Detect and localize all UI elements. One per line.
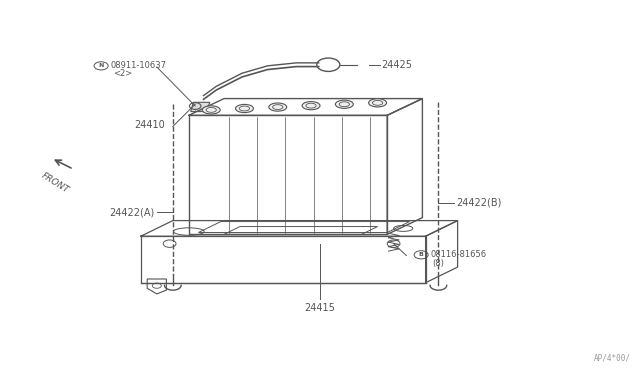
- Text: <2>: <2>: [113, 69, 132, 78]
- Text: 08116-81656: 08116-81656: [431, 250, 487, 259]
- Text: 24422(B): 24422(B): [456, 198, 502, 208]
- Ellipse shape: [335, 100, 353, 108]
- Text: 08911-10637: 08911-10637: [111, 61, 167, 70]
- Ellipse shape: [236, 105, 253, 113]
- Text: 24422(A): 24422(A): [109, 207, 155, 217]
- Polygon shape: [191, 102, 210, 112]
- Ellipse shape: [302, 102, 320, 110]
- Ellipse shape: [269, 103, 287, 111]
- Text: (8): (8): [433, 259, 445, 268]
- Ellipse shape: [202, 106, 220, 114]
- Ellipse shape: [369, 99, 387, 107]
- Text: 24415: 24415: [305, 303, 335, 313]
- Text: 24410: 24410: [134, 120, 165, 129]
- Text: AP/4*00/: AP/4*00/: [593, 354, 630, 363]
- Text: FRONT: FRONT: [40, 171, 70, 195]
- Text: B: B: [419, 252, 424, 257]
- Text: 24425: 24425: [381, 60, 412, 70]
- Text: N: N: [99, 63, 104, 68]
